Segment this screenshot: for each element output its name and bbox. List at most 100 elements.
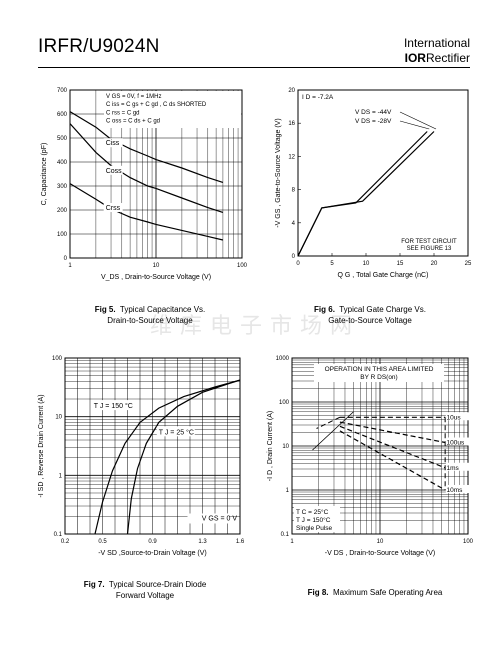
fig7-caption: Fig 7. Typical Source-Drain Diode Forwar…	[55, 580, 235, 601]
fig7-series-25c	[126, 379, 241, 535]
fig6-ylabel: -V GS , Gate-to-Source Voltage (V)	[275, 118, 282, 227]
fig6-xlabel: Q G , Total Gate Charge (nC)	[338, 272, 429, 279]
fig7-ylabel: -I SD , Reverse Drain Current (A)	[38, 394, 45, 497]
fig8-frame	[291, 357, 469, 535]
fig5-series-coss	[69, 123, 224, 213]
fig5-legend-line: V GS = 0V, f = 1MHz	[106, 94, 161, 100]
fig6-ytick-label: 12	[288, 154, 295, 160]
fig5-ytick-label: 100	[57, 232, 68, 238]
fig5-series-crss	[69, 183, 224, 241]
fig5-series-label: Coss	[106, 168, 122, 175]
fig5-xtick-label: 100	[237, 263, 248, 269]
fig5-legend-box	[104, 91, 241, 128]
fig6-ytick-label: 8	[292, 188, 296, 194]
fig8-xtick-label: 100	[463, 539, 474, 545]
fig7-label-25-bg	[156, 426, 195, 437]
fig5-ytick-label: 700	[57, 88, 68, 94]
fig8-cond-box	[294, 506, 340, 532]
fig5-series-label: Crss	[106, 205, 121, 212]
header-rule	[38, 67, 470, 68]
fig8-series-label: 100us	[447, 440, 465, 447]
fig6-ytick-label: 4	[292, 221, 296, 227]
fig7-ytick-label: 10	[55, 415, 62, 421]
fig6-leader-44v	[399, 111, 437, 130]
fig6-caption-text2: Gate-to-Source Voltage	[328, 315, 412, 325]
fig6-xtick-label: 15	[397, 261, 404, 267]
fig7-ytick-label: 0.1	[54, 532, 63, 538]
fig6-xtick-label: 0	[296, 261, 300, 267]
fig6-legend-28v: V DS = -28V	[355, 118, 392, 125]
ior-logo: IOR	[404, 51, 426, 65]
fig6-legend-44v: V DS = -44V	[355, 109, 392, 116]
fig8-series-label-bg	[445, 462, 470, 471]
fig7-caption-label: Fig 7.	[83, 580, 105, 589]
fig8-rds-limit-line	[312, 411, 354, 451]
fig7-label-150-bg	[91, 400, 132, 411]
fig7-xtick-label: 0.2	[61, 539, 70, 545]
fig5-series-label: Ciss	[106, 140, 120, 147]
fig8-ytick-label: 1000	[276, 356, 290, 362]
fig6-caption-label: Fig 6.	[314, 305, 335, 314]
fig8-series-label: 1ms	[447, 465, 460, 472]
fig7-vgs-annotation: V GS = 0 V	[202, 515, 238, 522]
fig8-cond-note: Single Pulse	[296, 525, 333, 532]
fig8-xtick-label: 10	[377, 539, 384, 545]
fig7-ytick-label: 1	[59, 473, 63, 479]
fig5-ytick-label: 200	[57, 208, 68, 214]
fig8-series-label-bg	[445, 485, 470, 493]
fig6-test-note: SEE FIGURE 13	[407, 246, 452, 252]
fig7-frame	[64, 357, 241, 535]
fig6-leader-28v	[399, 120, 430, 130]
fig6-xtick-label: 25	[465, 261, 472, 267]
fig5-xtick-label: 1	[68, 263, 72, 269]
fig7-xtick-label: 1.6	[236, 539, 245, 545]
fig6-ytick-label: 16	[288, 121, 295, 127]
fig5-caption-text2: Drain-to-Source Voltage	[107, 315, 193, 325]
fig5-legend-line: C oss = C ds + C gd	[106, 119, 160, 125]
fig7-xtick-label: 1.3	[198, 539, 207, 545]
brand-logo: IORRectifier	[405, 51, 470, 65]
fig7-label-150: T J = 150 °C	[94, 402, 133, 410]
fig5-series-label-bg	[103, 203, 123, 212]
fig5-ytick-label: 400	[57, 160, 68, 166]
fig8-limit-note: OPERATION IN THIS AREA LIMITED	[325, 366, 434, 373]
fig6-xtick-label: 10	[363, 261, 370, 267]
fig8-dash-left	[316, 416, 341, 429]
fig6-series-28v	[297, 131, 428, 257]
fig8-cond-note: T J = 150°C	[296, 516, 331, 524]
fig5-ytick-label: 600	[57, 112, 68, 118]
fig8-ytick-label: 1	[286, 488, 290, 494]
fig6-test-note: FOR TEST CIRCUIT	[401, 239, 457, 245]
fig8-series-label-bg	[445, 437, 470, 446]
fig8-series-10ms	[339, 430, 446, 491]
fig5-ytick-label: 500	[57, 136, 68, 142]
fig5-xlabel: V_DS , Drain-to-Source Voltage (V)	[101, 274, 211, 281]
fig8-caption-label: Fig 8.	[307, 588, 329, 597]
fig5-series-label-bg	[103, 138, 123, 148]
fig8-series-100us	[339, 421, 446, 444]
fig7-ytick-label: 100	[52, 356, 63, 362]
fig6-caption: Fig 6. Typical Gate Charge Vs. Gate-to-S…	[280, 305, 460, 326]
fig6-caption-text: Typical Gate Charge Vs.	[339, 305, 426, 314]
fig8-series-label: 10ms	[447, 487, 464, 494]
fig7-label-25: T J = 25 °C	[159, 428, 194, 436]
fig7-xtick-label: 0.9	[148, 539, 157, 545]
fig7-xlabel: -V SD ,Source-to-Drain Voltage (V)	[98, 550, 207, 557]
fig7-vgs-bg	[187, 513, 230, 524]
fig8-caption-text: Maximum Safe Operating Area	[332, 588, 443, 597]
fig5-caption: Fig 5. Typical Capacitance Vs. Drain-to-…	[60, 305, 240, 326]
fig6-xtick-label: 5	[330, 261, 334, 267]
brand-name-2: Rectifier	[425, 51, 470, 65]
fig5-series-label-bg	[103, 165, 123, 175]
fig6-xtick-label: 20	[431, 261, 438, 267]
fig7-series-150c	[94, 379, 241, 535]
fig8-xtick-label: 1	[290, 539, 294, 545]
fig5-ytick-label: 0	[64, 256, 68, 262]
fig5-ytick-label: 300	[57, 184, 68, 190]
fig5-legend-line: C iss = C gs + C gd , C ds SHORTED	[106, 102, 207, 108]
fig5-caption-label: Fig 5.	[94, 305, 116, 314]
fig7-xtick-label: 0.5	[98, 539, 107, 545]
fig5-ylabel: C, Capacitance (pF)	[41, 143, 48, 206]
fig6-id-annotation: I D = -7.2A	[302, 94, 334, 101]
